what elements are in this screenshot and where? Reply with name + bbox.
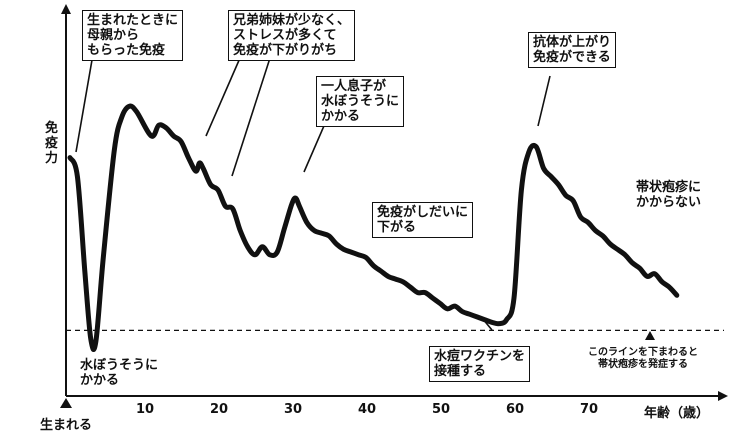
y-axis-label: 免 疫 力 xyxy=(45,121,59,166)
x-axis-label: 年齢（歳） xyxy=(644,406,710,421)
x-axis-arrow xyxy=(718,391,728,401)
x-origin-label: 生まれる xyxy=(40,418,93,433)
annotation-infant-chickenpox: 水ぼうそうに かかる xyxy=(80,358,159,388)
immunity-curve xyxy=(67,103,680,352)
x-tick-label: 70 xyxy=(580,402,599,417)
annotation-antibody-rise: 抗体が上がり 免疫ができる xyxy=(528,32,617,68)
annotation-maternal-immunity: 生まれたときに 母親から もらった免疫 xyxy=(82,10,184,61)
x-tick-label: 40 xyxy=(358,402,377,417)
threshold-label: このラインを下まわると 帯状疱疹を発症する xyxy=(588,347,698,370)
y-axis-arrow xyxy=(61,4,71,14)
x-tick-label: 60 xyxy=(506,402,525,417)
x-tick-label: 50 xyxy=(432,402,451,417)
annotation-siblings-stress: 兄弟姉妹が少なく、 ストレスが多くて 免疫が下がりがち xyxy=(228,10,356,61)
x-tick-label: 10 xyxy=(136,402,155,417)
annotation-only-son-chickenpox: 一人息子が 水ぼうそうに かかる xyxy=(316,76,405,127)
x-tick-label: 30 xyxy=(284,402,303,417)
leader-lines xyxy=(75,57,551,331)
birth-marker xyxy=(60,398,72,408)
x-tick-label: 20 xyxy=(210,402,229,417)
threshold-marker xyxy=(645,331,655,340)
annotation-no-shingles: 帯状疱疹に かからない xyxy=(636,180,702,210)
annotation-vaccination: 水痘ワクチンを 接種する xyxy=(429,346,531,382)
annotation-gradual-decline: 免疫がしだいに 下がる xyxy=(372,202,474,238)
